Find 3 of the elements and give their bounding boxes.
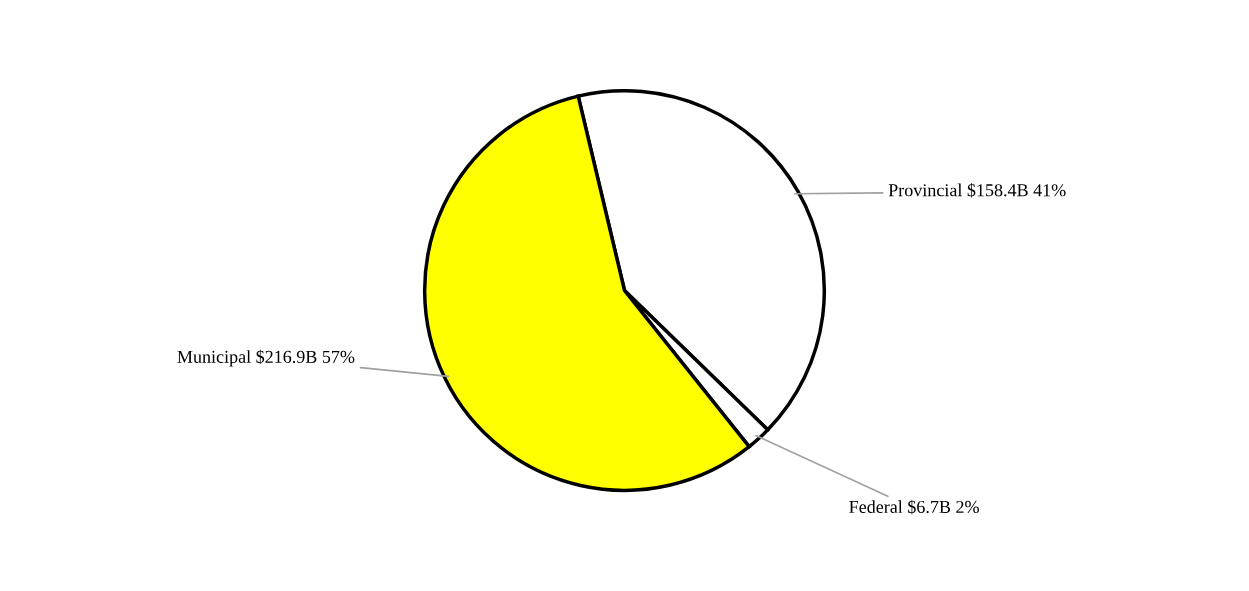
slice-label: Municipal $216.9B 57% bbox=[177, 349, 355, 367]
slice-label: Provincial $158.4B 41% bbox=[888, 183, 1066, 198]
slice-label: Federal $6.7B 2% bbox=[849, 499, 979, 515]
